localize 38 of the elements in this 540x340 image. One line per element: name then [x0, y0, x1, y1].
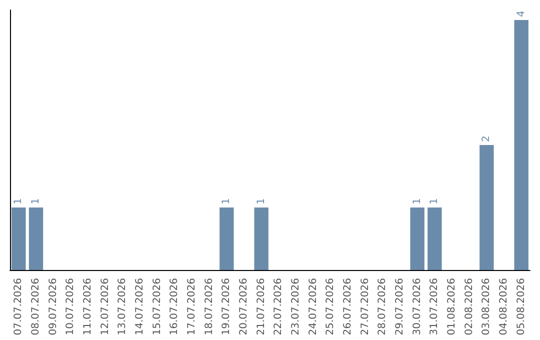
x-tick-label: 19.07.2026 [221, 278, 232, 336]
data-label: 4 [516, 10, 527, 17]
x-tick-label: 05.08.2026 [516, 278, 527, 336]
x-tick-label: 28.07.2026 [377, 278, 388, 336]
data-label: 1 [30, 198, 42, 204]
x-tick-label: 14.07.2026 [134, 278, 146, 336]
x-tick-label: 25.07.2026 [325, 278, 336, 336]
x-tick-label: 09.07.2026 [48, 278, 59, 336]
x-tick-label: 24.07.2026 [308, 278, 319, 336]
x-tick-label: 21.07.2026 [256, 278, 267, 336]
x-tick-label: 13.07.2026 [117, 278, 128, 336]
x-tick-label: 31.07.2026 [429, 278, 440, 336]
x-tick-label: 16.07.2026 [169, 278, 180, 336]
data-label: 1 [256, 198, 267, 204]
x-tick-label: 01.08.2026 [446, 278, 458, 336]
data-label: 1 [13, 198, 24, 204]
x-tick-label: 17.07.2026 [186, 278, 198, 336]
data-label: 1 [429, 198, 440, 204]
x-tick-label: 03.08.2026 [481, 278, 492, 336]
data-label: 1 [412, 198, 423, 204]
x-tick-label: 29.07.2026 [394, 278, 406, 336]
x-tick-label: 10.07.2026 [65, 278, 76, 336]
x-tick-label: 15.07.2026 [152, 278, 163, 336]
x-tick-label: 02.08.2026 [464, 278, 475, 336]
x-tick-label: 04.08.2026 [498, 278, 510, 336]
x-tick-label: 27.07.2026 [360, 278, 371, 336]
data-label: 2 [481, 136, 492, 142]
x-tick-label: 20.07.2026 [238, 278, 250, 336]
x-tick-label: 07.07.2026 [13, 278, 24, 336]
x-tick-label: 26.07.2026 [342, 278, 354, 336]
x-tick-label: 23.07.2026 [290, 278, 302, 336]
x-tick-label: 08.07.2026 [30, 278, 42, 336]
x-tick-label: 30.07.2026 [412, 278, 423, 336]
data-label: 1 [221, 198, 232, 204]
x-tick-label: 12.07.2026 [100, 278, 111, 336]
x-tick-label: 18.07.2026 [204, 278, 215, 336]
x-tick-label: 11.07.2026 [82, 278, 94, 336]
x-tick-label: 22.07.2026 [273, 278, 284, 336]
